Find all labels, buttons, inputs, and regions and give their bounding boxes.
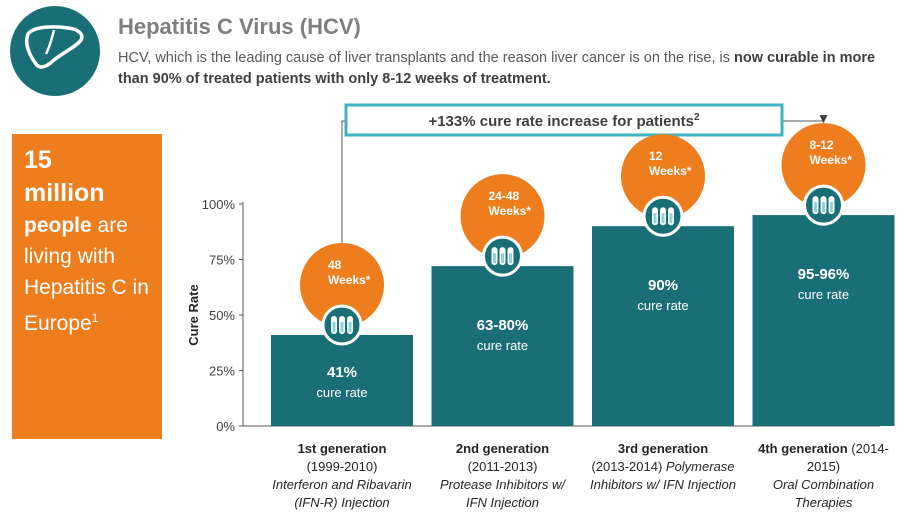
duration-circle: [300, 242, 384, 327]
duration-unit: Weeks*: [328, 273, 371, 287]
bar-value-sublabel: cure rate: [477, 338, 528, 353]
category-label: 3rd generation: [618, 441, 708, 456]
category-therapy-line2: (IFN-R) Injection: [294, 495, 389, 510]
category-years-text: (2011-2013): [468, 459, 538, 474]
bar-value-sublabel: cure rate: [637, 298, 688, 313]
category-label: 1st generation: [298, 441, 387, 456]
y-axis-label: Cure Rate: [186, 284, 201, 345]
annotation-footnote: 2: [694, 112, 700, 123]
duration-circle: [781, 123, 866, 208]
liver-badge: [10, 6, 100, 96]
category-therapy: Interferon and Ribavarin: [272, 477, 411, 492]
bar-value-label: 63-80%: [477, 317, 529, 334]
vial-fill: [653, 213, 657, 224]
stat-word: people: [24, 214, 92, 237]
category-title: 2nd generation: [456, 441, 549, 456]
duration-value: 8-12: [810, 138, 834, 152]
vial-fill: [493, 253, 496, 264]
stat-footnote: 1: [91, 311, 99, 325]
annotation-label: +133% cure rate increase for patients: [428, 113, 694, 130]
bar-value-label: 41%: [327, 364, 357, 381]
category-years: (2011-2013): [468, 459, 538, 474]
vial-fill: [814, 202, 817, 213]
stat-unit: million: [24, 179, 105, 207]
bar: [431, 266, 574, 426]
vial-fill: [501, 253, 504, 264]
y-tick-label: 50%: [209, 308, 235, 323]
category-label: 4th generation (2014-: [758, 441, 889, 456]
duration-circle: [460, 174, 545, 259]
y-tick-label: 100%: [202, 197, 236, 212]
y-tick-label: 75%: [209, 253, 235, 268]
bar-value-label: 90%: [648, 277, 678, 294]
category-therapy: Protease Inhibitors w/: [440, 477, 566, 492]
vial-fill: [332, 321, 336, 332]
y-tick-label: 25%: [209, 364, 235, 379]
duration-circle: [621, 134, 705, 219]
vial-fill: [669, 213, 673, 224]
vial-fill: [830, 202, 833, 213]
injection-vials-icon: [642, 195, 684, 237]
bar: [752, 215, 895, 426]
category-title-suffix: (2014-: [848, 441, 889, 456]
duration-unit: Weeks*: [489, 204, 532, 218]
bar-value-sublabel: cure rate: [798, 287, 849, 302]
category-years: (1999-2010): [307, 459, 378, 474]
increase-bracket: [341, 119, 824, 243]
bar: [271, 334, 413, 426]
bar: [592, 226, 734, 426]
stat-number: 15: [24, 146, 52, 174]
annotation-box: [344, 103, 784, 137]
injection-vials-icon: [482, 235, 523, 277]
category-therapy-start: Polymerase: [662, 459, 734, 474]
vial-fill: [340, 321, 344, 332]
bracket-arrowhead: [819, 115, 828, 124]
category-therapy-line2: Therapies: [795, 495, 853, 510]
page-subtitle: HCV, which is the leading cause of liver…: [118, 48, 898, 90]
page-title: Hepatitis C Virus (HCV): [118, 14, 361, 39]
category-therapy-line2: IFN Injection: [466, 495, 539, 510]
liver-icon: [24, 25, 84, 69]
category-therapy: Oral Combination: [773, 477, 874, 492]
category-title: 1st generation: [298, 441, 387, 456]
injection-vials-icon: [321, 304, 363, 346]
category-years: 2015): [807, 459, 840, 474]
y-tick-label: 0%: [216, 419, 235, 434]
category-years-text: (1999-2010): [307, 459, 378, 474]
category-label: 2nd generation: [456, 441, 549, 456]
duration-value: 48: [328, 258, 342, 272]
subtitle-text: HCV, which is the leading cause of liver…: [118, 50, 735, 66]
annotation-text: +133% cure rate increase for patients2: [428, 112, 700, 130]
subtitle-emphasis: now curable in more than 90% of treated …: [118, 50, 876, 87]
stat-text: are living with Hepatitis C in Europe: [24, 214, 149, 335]
category-title: 3rd generation: [618, 441, 708, 456]
duration-value: 24-48: [489, 189, 520, 203]
category-title: 4th generation: [758, 441, 848, 456]
duration-unit: Weeks*: [810, 153, 853, 167]
bar-value-sublabel: cure rate: [316, 385, 367, 400]
injection-vials-icon: [803, 184, 844, 226]
vial-fill: [822, 202, 825, 213]
vial-fill: [509, 253, 512, 264]
category-years-text: 2015): [807, 459, 840, 474]
category-years: (2013-2014) Polymerase: [591, 459, 734, 474]
duration-value: 12: [649, 149, 663, 163]
category-years-text: (2013-2014): [591, 459, 662, 474]
bar-value-label: 95-96%: [798, 266, 850, 283]
vial-fill: [661, 213, 665, 224]
vial-fill: [348, 321, 352, 332]
stat-box: 15 million people are living with Hepati…: [12, 134, 162, 439]
category-therapy: Inhibitors w/ IFN Injection: [590, 477, 736, 492]
duration-unit: Weeks*: [649, 164, 692, 178]
